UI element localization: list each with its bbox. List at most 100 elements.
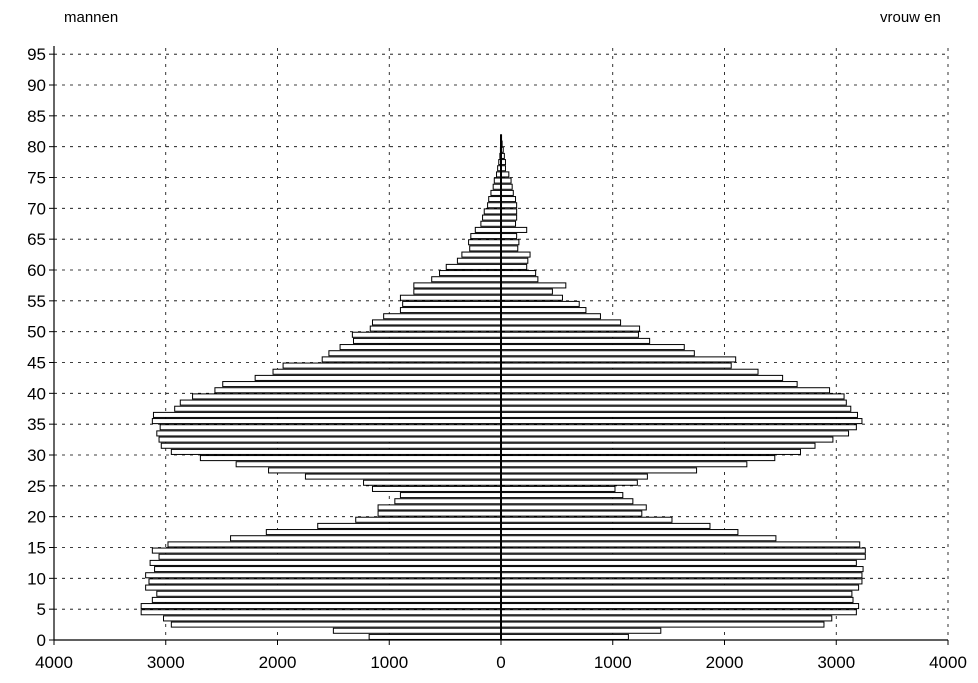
bar-vrouwen-age-51 bbox=[500, 319, 622, 326]
axes bbox=[49, 46, 949, 645]
bar-vrouwen-age-35 bbox=[500, 418, 863, 425]
bar-vrouwen-age-54 bbox=[500, 300, 580, 307]
bar-vrouwen-age-65 bbox=[500, 233, 518, 240]
y-tick-label: 15 bbox=[27, 539, 46, 558]
bar-mannen-age-65 bbox=[470, 233, 502, 240]
grid-lines bbox=[54, 48, 949, 640]
bar-vrouwen-age-36 bbox=[500, 411, 858, 418]
bar-vrouwen-age-18 bbox=[500, 522, 711, 529]
bar-vrouwen-age-11 bbox=[500, 566, 864, 573]
bar-vrouwen-age-19 bbox=[500, 516, 673, 523]
bar-vrouwen-age-72 bbox=[500, 189, 514, 196]
bar-mannen-age-68 bbox=[482, 214, 502, 221]
bar-mannen-age-72 bbox=[490, 189, 502, 196]
bar-vrouwen-age-68 bbox=[500, 214, 518, 221]
bar-mannen-age-14 bbox=[151, 547, 502, 554]
bar-vrouwen-age-27 bbox=[500, 467, 698, 474]
bar-vrouwen-age-29 bbox=[500, 455, 776, 462]
bar-mannen-age-57 bbox=[413, 282, 502, 289]
bar-mannen-age-43 bbox=[272, 368, 502, 375]
bar-mannen-age-53 bbox=[399, 307, 502, 314]
bar-vrouwen-age-66 bbox=[500, 226, 528, 233]
bar-mannen-age-31 bbox=[160, 442, 502, 449]
bar-mannen-age-0 bbox=[368, 633, 502, 640]
bar-mannen-age-28 bbox=[235, 461, 502, 468]
y-tick-label: 95 bbox=[27, 45, 46, 64]
bar-mannen-age-74 bbox=[493, 177, 502, 184]
bar-mannen-age-47 bbox=[339, 344, 502, 351]
bar-mannen-age-29 bbox=[199, 455, 502, 462]
bar-mannen-age-12 bbox=[149, 559, 502, 566]
bar-vrouwen-age-47 bbox=[500, 344, 685, 351]
bar-vrouwen-age-40 bbox=[500, 387, 831, 394]
bar-mannen-age-4 bbox=[140, 609, 502, 616]
y-tick-label: 65 bbox=[27, 230, 46, 249]
bar-vrouwen-age-14 bbox=[500, 547, 866, 554]
bars bbox=[140, 134, 866, 640]
bar-vrouwen-age-63 bbox=[500, 245, 519, 252]
bar-mannen-age-49 bbox=[351, 331, 502, 338]
bar-mannen-age-37 bbox=[174, 405, 502, 412]
bar-mannen-age-50 bbox=[369, 325, 502, 332]
y-tick-label: 45 bbox=[27, 354, 46, 373]
bar-vrouwen-age-53 bbox=[500, 307, 587, 314]
bar-mannen-age-1 bbox=[332, 627, 502, 634]
bar-vrouwen-age-24 bbox=[500, 485, 616, 492]
bar-mannen-age-16 bbox=[230, 535, 502, 542]
bar-mannen-age-73 bbox=[492, 183, 502, 190]
bar-vrouwen-age-12 bbox=[500, 559, 857, 566]
x-tick-label: 1000 bbox=[594, 653, 632, 672]
bar-vrouwen-age-32 bbox=[500, 436, 834, 443]
y-tick-label: 25 bbox=[27, 477, 46, 496]
bar-mannen-age-56 bbox=[413, 288, 502, 295]
bar-mannen-age-59 bbox=[439, 270, 502, 277]
bar-vrouwen-age-15 bbox=[500, 541, 861, 548]
bar-mannen-age-63 bbox=[469, 245, 502, 252]
bar-mannen-age-23 bbox=[399, 492, 502, 499]
bar-vrouwen-age-41 bbox=[500, 381, 798, 388]
bar-vrouwen-age-71 bbox=[500, 196, 517, 203]
bar-vrouwen-age-9 bbox=[500, 578, 863, 585]
bar-vrouwen-age-57 bbox=[500, 282, 567, 289]
bar-mannen-age-42 bbox=[254, 374, 502, 381]
bar-vrouwen-age-39 bbox=[500, 393, 845, 400]
bar-vrouwen-age-33 bbox=[500, 430, 850, 437]
y-tick-label: 80 bbox=[27, 138, 46, 157]
y-tick-label: 0 bbox=[37, 631, 46, 650]
bar-vrouwen-age-37 bbox=[500, 405, 852, 412]
bar-mannen-age-62 bbox=[461, 251, 502, 258]
bar-mannen-age-33 bbox=[156, 430, 502, 437]
bar-vrouwen-age-7 bbox=[500, 590, 853, 597]
bar-mannen-age-64 bbox=[468, 239, 502, 246]
bar-mannen-age-52 bbox=[383, 313, 502, 320]
bar-mannen-age-70 bbox=[487, 202, 502, 209]
bar-vrouwen-age-28 bbox=[500, 461, 748, 468]
bar-vrouwen-age-75 bbox=[500, 171, 510, 178]
bar-mannen-age-6 bbox=[151, 596, 502, 603]
bar-vrouwen-age-67 bbox=[500, 220, 517, 227]
bar-mannen-age-26 bbox=[304, 473, 502, 480]
bar-vrouwen-age-4 bbox=[500, 609, 857, 616]
bar-vrouwen-age-26 bbox=[500, 473, 648, 480]
left-label-mannen: mannen bbox=[64, 9, 119, 26]
bar-vrouwen-age-60 bbox=[500, 263, 528, 270]
bar-mannen-age-66 bbox=[474, 226, 502, 233]
bar-vrouwen-age-21 bbox=[500, 504, 647, 511]
bar-mannen-age-10 bbox=[145, 572, 502, 579]
bar-vrouwen-age-34 bbox=[500, 424, 857, 431]
bar-vrouwen-age-22 bbox=[500, 498, 634, 505]
bar-mannen-age-34 bbox=[159, 424, 502, 431]
x-tick-label: 2000 bbox=[259, 653, 297, 672]
bar-vrouwen-age-8 bbox=[500, 584, 860, 591]
bar-mannen-age-45 bbox=[321, 356, 502, 363]
bar-mannen-age-71 bbox=[488, 196, 502, 203]
bar-vrouwen-age-16 bbox=[500, 535, 777, 542]
x-tick-label: 3000 bbox=[817, 653, 855, 672]
bar-mannen-age-69 bbox=[483, 208, 502, 215]
bar-mannen-age-3 bbox=[163, 615, 502, 622]
y-tick-label: 40 bbox=[27, 384, 46, 403]
bar-vrouwen-age-70 bbox=[500, 202, 518, 209]
bar-vrouwen-age-45 bbox=[500, 356, 737, 363]
bar-mannen-age-22 bbox=[394, 498, 502, 505]
bar-vrouwen-age-13 bbox=[500, 553, 866, 560]
